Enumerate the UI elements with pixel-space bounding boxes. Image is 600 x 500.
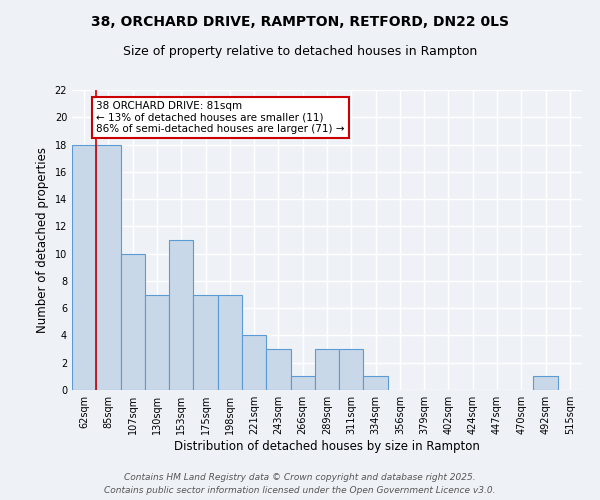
Text: Size of property relative to detached houses in Rampton: Size of property relative to detached ho… [123, 45, 477, 58]
Text: Contains HM Land Registry data © Crown copyright and database right 2025.
Contai: Contains HM Land Registry data © Crown c… [104, 474, 496, 495]
Bar [290, 376, 315, 390]
Bar [193, 294, 218, 390]
Bar [121, 254, 145, 390]
Text: 38, ORCHARD DRIVE, RAMPTON, RETFORD, DN22 0LS: 38, ORCHARD DRIVE, RAMPTON, RETFORD, DN2… [91, 15, 509, 29]
Text: 38 ORCHARD DRIVE: 81sqm
← 13% of detached houses are smaller (11)
86% of semi-de: 38 ORCHARD DRIVE: 81sqm ← 13% of detache… [96, 101, 345, 134]
Bar [218, 294, 242, 390]
Bar [266, 349, 290, 390]
Bar [96, 144, 121, 390]
Bar [145, 294, 169, 390]
Y-axis label: Number of detached properties: Number of detached properties [36, 147, 49, 333]
Bar [72, 144, 96, 390]
Bar [364, 376, 388, 390]
Bar [315, 349, 339, 390]
Bar [169, 240, 193, 390]
Bar [242, 336, 266, 390]
Bar [339, 349, 364, 390]
X-axis label: Distribution of detached houses by size in Rampton: Distribution of detached houses by size … [174, 440, 480, 453]
Bar [533, 376, 558, 390]
